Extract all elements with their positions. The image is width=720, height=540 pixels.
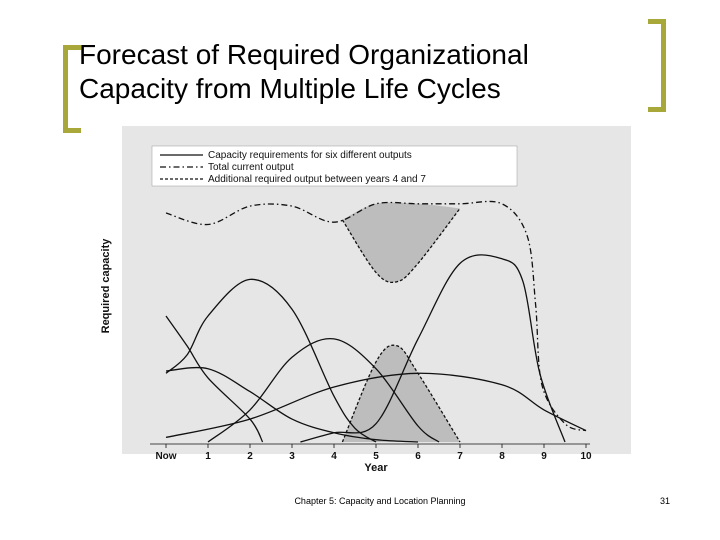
series-line-4: [165, 372, 587, 439]
x-tick-label-7: 7: [457, 451, 463, 462]
series-line-2: [165, 366, 419, 443]
slide-title: Forecast of Required Organizational Capa…: [79, 39, 529, 104]
x-tick-label-4: 4: [331, 451, 337, 462]
series-line-3: [207, 338, 440, 443]
left-bracket-decoration: [63, 45, 81, 133]
page-number: 31: [659, 496, 670, 506]
legend-box: [151, 145, 518, 187]
x-tick-label-8: 8: [499, 451, 505, 462]
x-tick-label-1: 1: [205, 451, 211, 462]
x-tick-label-9: 9: [541, 451, 547, 462]
series-line-0: [165, 278, 377, 443]
footer-chapter: Chapter 5: Capacity and Location Plannin…: [294, 496, 466, 506]
legend: Capacity requirements for six different …: [151, 145, 518, 187]
series-line-1: [165, 315, 264, 443]
series-line-8: [341, 344, 461, 443]
shaded-gap-region: [342, 202, 460, 283]
capacity-chart: Capacity requirements for six different …: [100, 126, 631, 474]
x-tick-label-0: Now: [155, 451, 176, 462]
series-line-5: [300, 254, 566, 443]
x-tick-label-6: 6: [415, 451, 421, 462]
y-axis-title: Required capacity: [100, 238, 112, 334]
legend-entry-1: Total current output: [208, 162, 294, 173]
x-axis-title: Year: [364, 462, 388, 474]
x-tick-label-3: 3: [289, 451, 295, 462]
x-tick-label-2: 2: [247, 451, 253, 462]
x-tick-label-5: 5: [373, 451, 379, 462]
series-line-6: [165, 200, 587, 432]
x-tick-label-10: 10: [580, 451, 592, 462]
series-line-7: [341, 208, 461, 283]
legend-entry-0: Capacity requirements for six different …: [208, 150, 412, 161]
legend-entry-2: Additional required output between years…: [208, 174, 426, 185]
shaded-additional-output-region: [342, 345, 460, 442]
right-bracket-decoration: [648, 19, 666, 112]
